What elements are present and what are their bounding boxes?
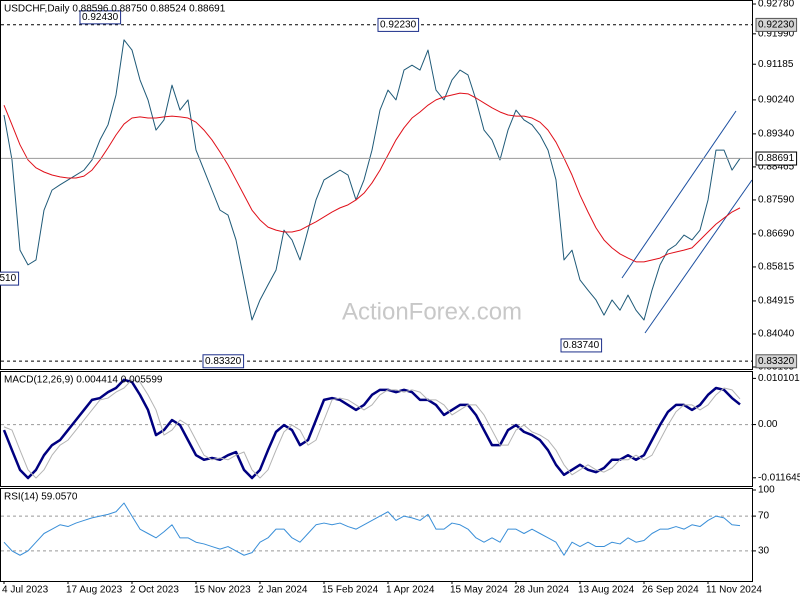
x-tick-label: 15 Feb 2024 [322, 585, 379, 596]
y-tick-label: 0.89340 [758, 129, 795, 140]
x-tick-label: 2 Oct 2023 [130, 585, 179, 596]
x-tick-label: 26 Sep 2024 [642, 585, 699, 596]
x-tick-label: 1 Apr 2024 [386, 585, 435, 596]
price-annotation-box [0, 271, 20, 286]
price-annotation: 0.92230 [380, 19, 417, 30]
series-line [3, 39, 741, 321]
price-annotation: 0.83320 [205, 356, 242, 367]
x-tick-label: 28 Jun 2024 [514, 585, 569, 596]
series-line [3, 92, 741, 263]
y-tick-label: 0.010101 [758, 373, 800, 384]
y-tick-label: 30 [758, 546, 770, 557]
y-tick-label: 0.85815 [758, 262, 795, 273]
panel-title: USDCHF,Daily 0.88596 0.88750 0.88524 0.8… [4, 4, 226, 15]
y-tick-label: 0.92780 [758, 0, 795, 10]
price-annotation-box [79, 10, 122, 25]
watermark: ActionForex.com [342, 298, 522, 325]
price-annotation: 0.92430 [82, 12, 119, 23]
x-tick-label: 17 Aug 2023 [66, 585, 123, 596]
price-annotation-box [202, 354, 245, 369]
y-tick-label: 0.91990 [758, 28, 795, 39]
series-line [3, 502, 741, 556]
y-tick-label: 100 [758, 485, 775, 496]
y-tick-label: 0.91185 [758, 59, 794, 70]
panel-title: RSI(14) 59.0570 [4, 492, 78, 503]
x-tick-label: 4 Jul 2023 [2, 585, 49, 596]
last-price-label: 0.88691 [758, 153, 795, 164]
x-tick-label: 2 Jan 2024 [258, 585, 308, 596]
x-tick-label: 13 Aug 2024 [578, 585, 635, 596]
price-annotation-box [560, 338, 603, 353]
level-label-box [755, 17, 798, 32]
price-annotation: 0.85510 [0, 273, 17, 284]
channel-lower [644, 179, 753, 334]
y-tick-label: 0.84040 [758, 329, 795, 340]
x-tick-label: 11 Nov 2024 [706, 585, 762, 596]
panel-frame [0, 0, 753, 370]
channel-upper [621, 110, 737, 279]
series-line [3, 379, 741, 479]
y-tick-label: 0.00 [758, 419, 778, 430]
level-label-box [755, 354, 798, 369]
y-tick-label: 0.87590 [758, 195, 795, 206]
last-price-box [755, 151, 798, 166]
y-tick-label: 0.84915 [758, 296, 795, 307]
price-annotation-box [377, 17, 420, 32]
level-label: 0.83320 [758, 356, 795, 367]
y-tick-label: 0.88465 [758, 162, 795, 173]
y-tick-label: 70 [758, 511, 770, 522]
panel-frame [0, 488, 753, 582]
panel-title: MACD(12,26,9) 0.004414 0.005599 [4, 375, 163, 386]
y-tick-label: -0.011645 [758, 472, 800, 483]
x-tick-label: 15 May 2024 [450, 585, 508, 596]
y-tick-label: 0.90240 [758, 95, 795, 106]
y-tick-label: 0.86690 [758, 229, 795, 240]
series-line [2, 378, 741, 480]
x-tick-label: 15 Nov 2023 [194, 585, 251, 596]
panel-frame [0, 371, 753, 487]
price-annotation: 0.83740 [563, 340, 600, 351]
level-label: 0.92230 [758, 19, 795, 30]
